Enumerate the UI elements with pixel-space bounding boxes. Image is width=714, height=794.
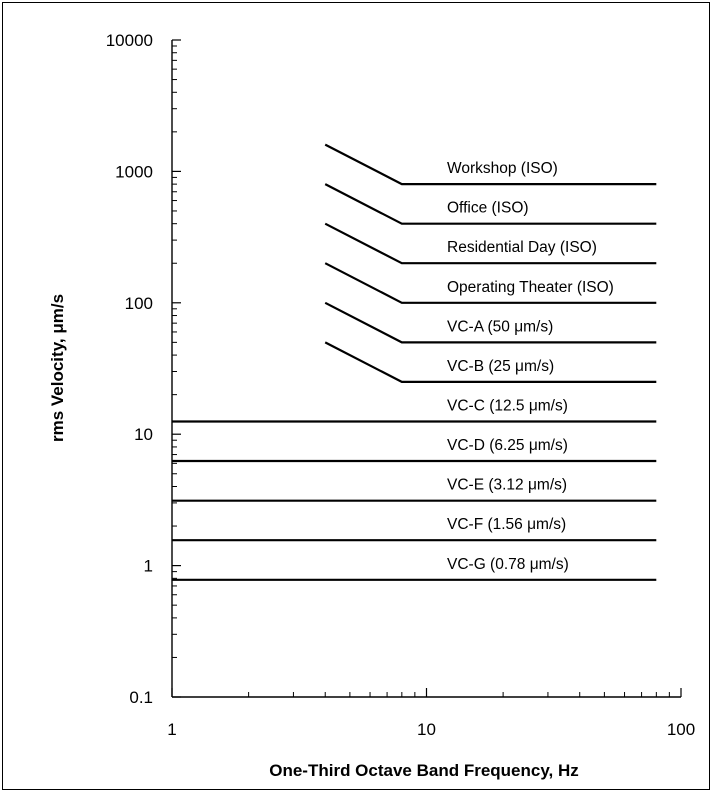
- y-tick-label: 100: [125, 294, 153, 313]
- series-label: VC-D (6.25 μm/s): [447, 437, 568, 454]
- series-line: [324, 341, 657, 383]
- x-tick-label: 10: [417, 720, 436, 739]
- axes: 0.1 1 10 100 1000 10000 1 10 100: [106, 31, 695, 739]
- series-label: VC-C (12.5 μm/s): [447, 397, 568, 414]
- series-label: Residential Day (ISO): [447, 239, 597, 256]
- series-line: [324, 301, 657, 344]
- series-layer: Workshop (ISO) Office (ISO) Residential Da…: [172, 143, 657, 581]
- y-tick-label: 1000: [115, 162, 153, 181]
- y-tick-label: 1: [144, 557, 153, 576]
- y-tick-label: 0.1: [129, 688, 153, 707]
- series-label: VC-A (50 μm/s): [447, 318, 553, 335]
- series-line: [324, 183, 657, 225]
- series-line: [324, 262, 657, 304]
- series-label: VC-F (1.56 μm/s): [447, 516, 566, 533]
- series-label: VC-G (0.78 μm/s): [447, 556, 569, 573]
- series-label: VC-E (3.12 μm/s): [447, 477, 567, 494]
- x-axis-title: One-Third Octave Band Frequency, Hz: [269, 761, 579, 780]
- y-tick-label: 10: [134, 425, 153, 444]
- series-label: Workshop (ISO): [447, 160, 558, 177]
- series-line: [324, 143, 657, 186]
- x-tick-label: 100: [667, 720, 695, 739]
- series-label: VC-B (25 μm/s): [447, 358, 554, 375]
- series-line: [324, 222, 657, 265]
- y-tick-label: 10000: [106, 31, 153, 50]
- series-label: Operating Theater (ISO): [447, 279, 614, 296]
- series-label: Office (ISO): [447, 200, 529, 217]
- x-tick-label: 1: [167, 720, 176, 739]
- y-axis-title: rms Velocity, μm/s: [48, 294, 67, 442]
